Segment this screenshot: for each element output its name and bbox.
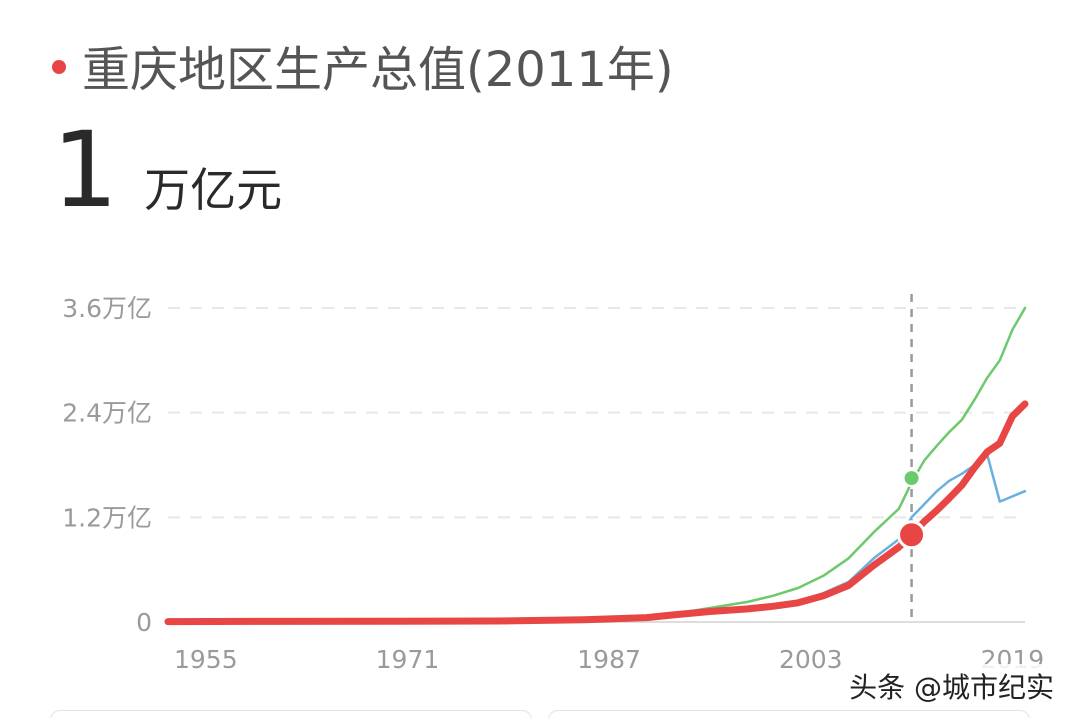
series-line-2 (164, 400, 1029, 626)
series-line-0 (166, 306, 1027, 623)
value-row: 1 万亿元 (52, 118, 282, 222)
series-line-1 (166, 453, 1027, 623)
y-tick-label: 3.6万亿 (62, 294, 152, 323)
x-tick-label: 1971 (376, 645, 440, 674)
legend-dot-icon (52, 60, 66, 74)
highlight-marker-0 (902, 469, 921, 488)
y-tick-label: 1.2万亿 (62, 503, 152, 532)
chart-title: 重庆地区生产总值(2011年) (82, 42, 674, 98)
x-tick-label: 2003 (779, 645, 843, 674)
chart-header: 重庆地区生产总值(2011年) 1 万亿元 (0, 0, 1080, 240)
headline-unit: 万亿元 (144, 163, 283, 217)
bottom-card-left[interactable] (50, 710, 532, 718)
x-tick-label: 1955 (174, 645, 238, 674)
y-tick-label: 2.4万亿 (62, 399, 152, 428)
x-tick-label: 1987 (577, 645, 641, 674)
highlight-marker-1 (897, 520, 927, 550)
watermark: 头条 @城市纪实 (843, 664, 1060, 708)
chart-area[interactable]: 0 1.2万亿 2.4万亿 3.6万亿 1955 1971 1987 2003 2019 (0, 260, 1080, 690)
headline-value: 1 (52, 109, 119, 231)
bottom-card-right[interactable] (548, 710, 1030, 718)
title-row: 重庆地区生产总值(2011年) (52, 30, 674, 100)
y-tick-label: 0 (136, 608, 152, 637)
